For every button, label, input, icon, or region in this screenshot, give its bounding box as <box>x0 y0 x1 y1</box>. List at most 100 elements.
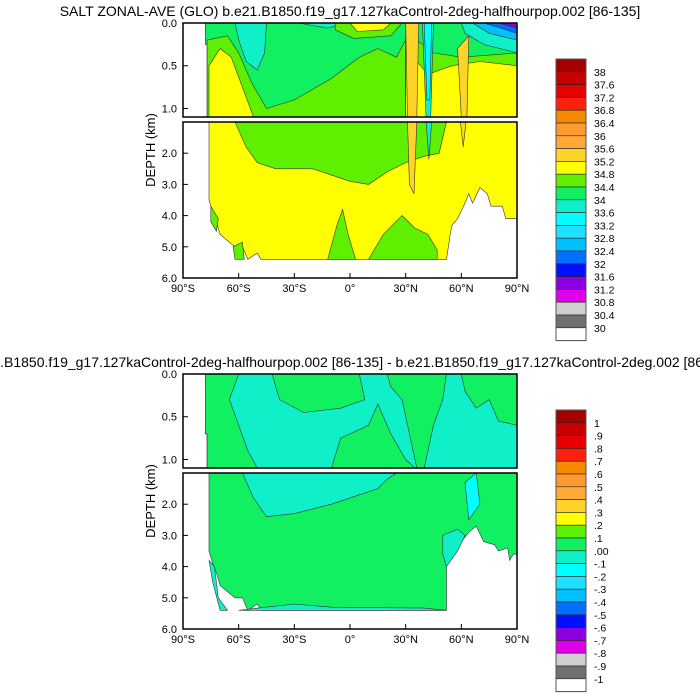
colorbar-swatch <box>555 71 587 85</box>
colorbar-swatch <box>555 473 587 488</box>
y-axis-label: DEPTH (km) <box>143 113 158 187</box>
colorbar-label: -.8 <box>594 648 606 660</box>
colorbar-label: 30.8 <box>594 297 615 309</box>
colorbar-swatch <box>555 84 587 98</box>
colorbar-swatch <box>555 199 587 213</box>
colorbar-swatch <box>555 212 587 226</box>
colorbar: 3837.637.236.836.43635.635.234.834.43433… <box>555 58 615 342</box>
x-tick-label: 0° <box>345 634 356 646</box>
colorbar-label: 30 <box>594 323 606 335</box>
colorbar-swatch <box>555 601 587 616</box>
colorbar-swatch <box>555 186 587 201</box>
y-tick-label: 6.0 <box>162 624 177 636</box>
colorbar-swatch <box>555 460 587 475</box>
colorbar-swatch <box>555 301 587 316</box>
colorbar-label: 37.6 <box>594 80 615 92</box>
colorbar-label: 32 <box>594 259 606 271</box>
colorbar-swatch <box>555 422 587 436</box>
colorbar-swatch <box>555 614 587 628</box>
colorbar-label: -1 <box>594 674 603 686</box>
x-tick-label: 90°N <box>505 634 530 646</box>
colorbar-label: .6 <box>594 469 603 481</box>
y-tick-label: 0.5 <box>162 412 177 424</box>
colorbar-swatch <box>555 448 587 462</box>
colorbar-swatch <box>555 486 587 500</box>
colorbar-label: -.7 <box>594 635 606 647</box>
plot-title: b.e21.B1850.f19_g17.127kaControl-2deg-ha… <box>0 354 700 370</box>
contour-region <box>405 23 420 117</box>
colorbar-swatch <box>555 563 587 577</box>
colorbar-swatch <box>555 524 587 539</box>
y-tick-label: 1.0 <box>162 454 177 466</box>
contour-region <box>457 34 470 117</box>
lower-panel <box>183 473 517 629</box>
colorbar-swatch <box>555 225 587 239</box>
colorbar-swatch <box>555 173 587 188</box>
colorbar-label: 32.4 <box>594 246 615 258</box>
colorbar-label: 37.2 <box>594 92 615 104</box>
colorbar-swatch <box>555 276 587 290</box>
colorbar-swatch <box>555 652 587 667</box>
colorbar-label: 33.6 <box>594 208 615 220</box>
colorbar-label: .9 <box>594 431 603 443</box>
x-tick-label: 90°S <box>171 283 195 295</box>
y-tick-label: 4.0 <box>162 211 177 223</box>
y-tick-label: 6.0 <box>162 273 177 285</box>
contour-region <box>271 374 366 413</box>
lower-panel <box>183 122 517 278</box>
contour-region <box>498 23 517 29</box>
colorbar-swatch <box>555 588 587 603</box>
colorbar-swatch <box>555 640 587 654</box>
contour-region <box>331 403 416 468</box>
y-axis-label: DEPTH (km) <box>143 464 158 538</box>
y-tick-label: 3.0 <box>162 530 177 542</box>
colorbar-swatch <box>555 512 587 526</box>
contour-region <box>407 122 418 194</box>
colorbar-label: -.4 <box>594 597 606 609</box>
colorbar-swatch <box>555 58 587 73</box>
y-tick-label: 0.0 <box>162 369 177 381</box>
contour-region <box>208 559 229 611</box>
contour-region <box>425 122 432 160</box>
colorbar-swatch <box>555 109 587 124</box>
contour-region <box>210 205 219 233</box>
colorbar-swatch <box>555 678 587 692</box>
x-tick-label: 90°S <box>171 634 195 646</box>
contour-region <box>242 473 397 518</box>
colorbar-label: .2 <box>594 520 603 532</box>
colorbar-swatch <box>555 237 587 252</box>
contour-region <box>327 208 357 260</box>
contour-region <box>349 23 392 32</box>
contour-region <box>460 374 517 426</box>
colorbar-label: 38 <box>594 67 606 79</box>
x-tick-label: 60°S <box>227 634 251 646</box>
x-tick-label: 60°N <box>449 283 474 295</box>
x-tick-label: 30°S <box>282 283 306 295</box>
y-tick-label: 4.0 <box>162 562 177 574</box>
x-tick-label: 90°N <box>505 283 530 295</box>
colorbar-label: -.2 <box>594 571 606 583</box>
colorbar-swatch <box>555 327 587 341</box>
colorbar-label: 32.8 <box>594 233 615 245</box>
colorbar: 1.9.8.7.6.5.4.3.2.1.00-.1-.2-.3-.4-.5-.6… <box>555 409 609 693</box>
colorbar-label: .7 <box>594 456 603 468</box>
colorbar-label: -.1 <box>594 559 606 571</box>
colorbar-label: 34.8 <box>594 169 615 181</box>
colorbar-swatch <box>555 148 587 162</box>
y-tick-label: 5.0 <box>162 593 177 605</box>
colorbar-swatch <box>555 499 587 513</box>
colorbar-label: -.5 <box>594 610 606 622</box>
colorbar-label: -.9 <box>594 661 606 673</box>
y-tick-label: 3.0 <box>162 179 177 191</box>
x-tick-label: 30°N <box>393 283 418 295</box>
colorbar-swatch <box>555 435 587 449</box>
colorbar-label: 33.2 <box>594 220 615 232</box>
y-tick-label: 0.0 <box>162 18 177 30</box>
x-tick-label: 60°N <box>449 634 474 646</box>
colorbar-swatch <box>555 250 587 265</box>
contour-region <box>234 23 267 71</box>
colorbar-label: 31.6 <box>594 272 615 284</box>
contour-region <box>386 374 447 468</box>
colorbar-label: -.3 <box>594 584 606 596</box>
colorbar-swatch <box>555 263 587 277</box>
